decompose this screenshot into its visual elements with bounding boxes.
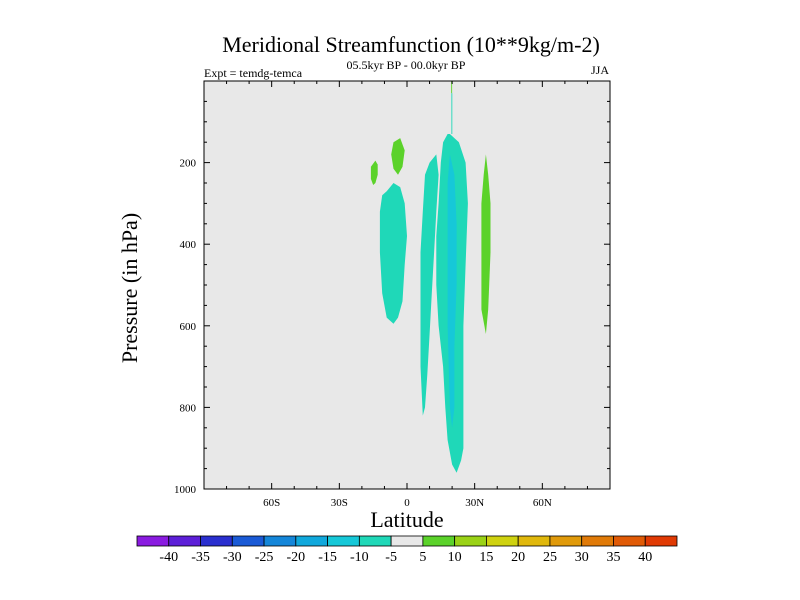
chart-title: Meridional Streamfunction (10**9kg/m-2) — [222, 32, 600, 57]
contour-region-negative-streak-top — [451, 93, 453, 134]
center-string: 05.5kyr BP - 00.0kyr BP — [347, 58, 466, 72]
contour-region-positive-cell-30n — [481, 154, 491, 334]
colorbar: -40 -35 -30 -25 -20 -15 -10 -5 5 10 15 20 25 30 35 40 — [136, 535, 678, 565]
x-tick-label: 30N — [465, 497, 484, 509]
colorbar-label: 40 — [638, 550, 652, 565]
colorbar-label: -10 — [350, 550, 369, 565]
colorbar-label: 5 — [419, 550, 426, 565]
y-axis: 200 400 600 800 1000 — [174, 80, 610, 496]
y-tick-label: 1000 — [174, 484, 197, 496]
contour-fill-group — [370, 81, 491, 473]
colorbar-label: -5 — [385, 550, 397, 565]
left-string: Expt = temdg-temca — [204, 66, 303, 80]
colorbar-box — [358, 535, 392, 547]
colorbar-box — [168, 535, 201, 547]
colorbar-box — [136, 535, 170, 547]
y-tick-label: 200 — [180, 158, 197, 170]
colorbar-label: 30 — [575, 550, 589, 565]
colorbar-box — [327, 535, 360, 547]
colorbar-box — [549, 535, 583, 547]
colorbar-label: 25 — [543, 550, 557, 565]
colorbar-box — [390, 535, 424, 547]
right-string: JJA — [591, 63, 609, 77]
x-tick-label: 60N — [533, 497, 552, 509]
colorbar-label: 35 — [606, 550, 620, 565]
colorbar-label: -40 — [159, 550, 178, 565]
colorbar-box — [422, 535, 456, 547]
x-axis: 60S 30S 0 30N 60N — [203, 81, 611, 509]
y-tick-label: 600 — [180, 321, 197, 333]
colorbar-label: -20 — [286, 550, 305, 565]
contour-region-positive-cell-eq — [391, 138, 405, 175]
colorbar-box — [200, 535, 233, 547]
y-tick-label: 400 — [180, 239, 197, 251]
plot-background — [204, 81, 610, 489]
colorbar-label: -25 — [255, 550, 274, 565]
colorbar-box — [231, 535, 265, 547]
x-axis-label: Latitude — [370, 507, 443, 532]
colorbar-label: 10 — [448, 550, 462, 565]
colorbar-box — [581, 535, 614, 547]
x-tick-label: 60S — [263, 497, 280, 509]
x-tick-label: 0 — [404, 497, 410, 509]
colorbar-box — [517, 535, 551, 547]
colorbar-box — [454, 535, 487, 547]
contour-region-positive-cell-sh-small — [370, 160, 378, 185]
colorbar-box — [486, 535, 519, 547]
colorbar-box — [295, 535, 328, 547]
colorbar-label: -30 — [223, 550, 242, 565]
colorbar-box — [644, 535, 678, 547]
colorbar-label: 15 — [479, 550, 493, 565]
colorbar-label: -15 — [318, 550, 337, 565]
contour-region-negative-cell-inner — [447, 154, 457, 428]
colorbar-box — [263, 535, 297, 547]
y-axis-label: Pressure (in hPa) — [117, 213, 142, 363]
contour-region-negative-cell-sh — [379, 183, 407, 324]
y-tick-label: 800 — [180, 402, 197, 414]
x-tick-label: 30S — [331, 497, 348, 509]
colorbar-box — [613, 535, 646, 547]
colorbar-label: -35 — [191, 550, 210, 565]
contour-region-positive-streak-top — [451, 81, 453, 94]
contour-region-negative-cell-left — [420, 154, 439, 416]
colorbar-label: 20 — [511, 550, 525, 565]
